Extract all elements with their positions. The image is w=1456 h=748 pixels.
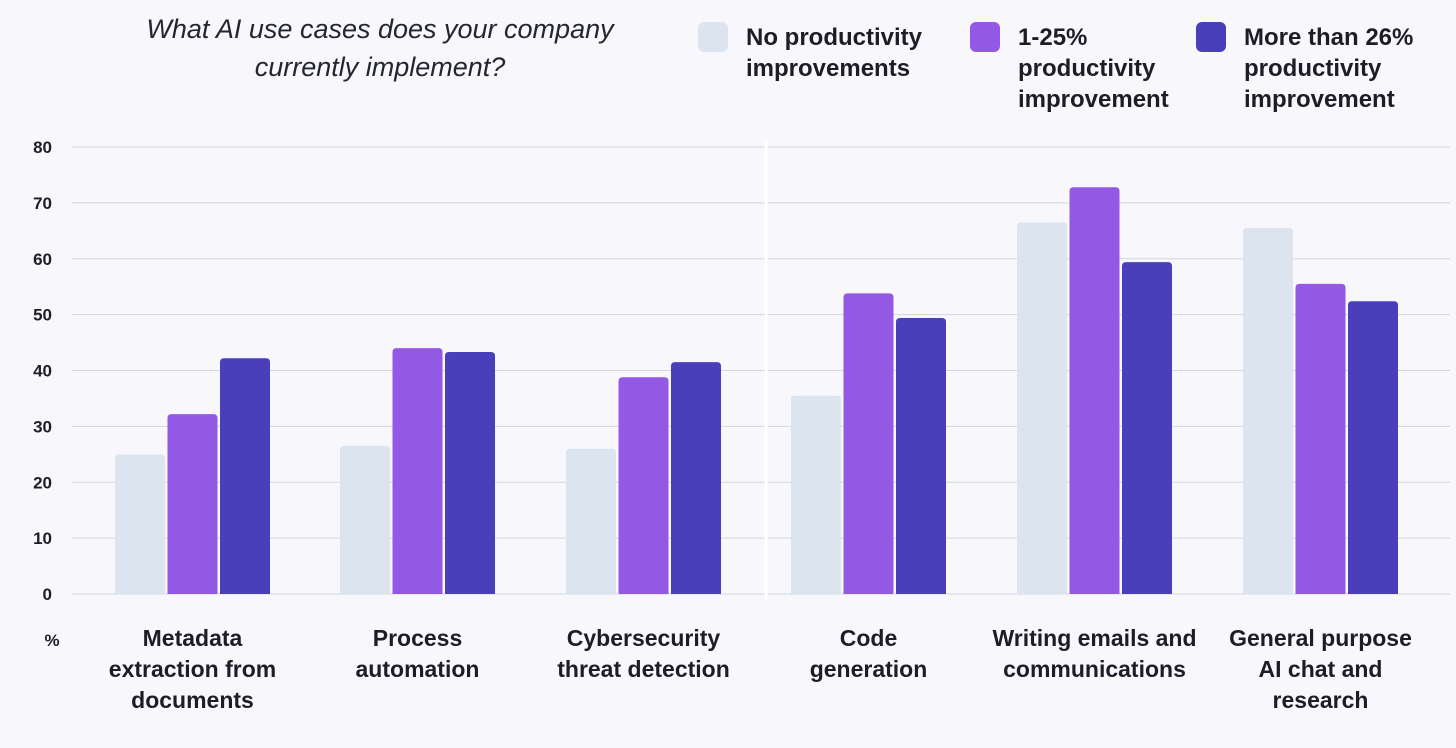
bar — [896, 317, 946, 594]
bar — [843, 293, 894, 594]
bar — [167, 414, 218, 594]
x-category-label-line: automation — [356, 656, 480, 682]
legend-item-over-26-improvement: More than 26% productivity improvement — [1196, 22, 1413, 115]
x-category-label: Code generation — [810, 625, 928, 682]
bar — [340, 445, 390, 594]
x-category-label-line: Code — [840, 625, 898, 651]
x-category-label-line: generation — [810, 656, 928, 682]
x-category-label: Metadata extraction from documents — [109, 625, 276, 713]
x-category-label: General purpose AI chat and research — [1229, 625, 1412, 713]
bar — [445, 352, 495, 594]
bar — [115, 454, 165, 594]
bar — [671, 362, 721, 594]
y-tick-label: 50 — [33, 306, 52, 325]
legend-item-1-25-improvement: 1-25% productivity improvement — [970, 22, 1169, 115]
x-category-label: Writing emails and communications — [992, 625, 1196, 682]
y-tick-label: 60 — [33, 250, 52, 269]
bar — [791, 395, 841, 594]
x-category-label-line: threat detection — [557, 656, 730, 682]
legend-swatch — [970, 22, 1000, 52]
y-tick-label: 10 — [33, 529, 52, 548]
x-category-label-line: Writing emails and — [992, 625, 1196, 651]
x-category-label-line: extraction from — [109, 656, 276, 682]
y-tick-label: 0 — [43, 585, 52, 604]
y-tick-label: 40 — [33, 362, 52, 381]
bar — [1243, 228, 1293, 595]
bar — [1122, 262, 1172, 594]
bar — [566, 448, 616, 594]
bar — [1069, 187, 1120, 595]
legend-swatch — [1196, 22, 1226, 52]
legend-label: 1-25% productivity improvement — [1018, 24, 1169, 113]
x-category-label-line: General purpose — [1229, 625, 1412, 651]
x-category-label: Process automation — [356, 625, 480, 682]
x-category-label-line: documents — [131, 687, 254, 713]
bar — [1017, 222, 1067, 594]
y-axis-label: % — [44, 631, 59, 650]
legend-label: More than 26% productivity improvement — [1244, 24, 1414, 113]
bar — [1348, 301, 1398, 594]
x-category-label-line: Process — [373, 625, 463, 651]
bar — [220, 358, 270, 594]
legend-swatch — [698, 22, 728, 52]
legend-label: No productivity improvements — [746, 24, 923, 82]
x-category-label-line: AI chat and — [1259, 656, 1383, 682]
y-tick-label: 30 — [33, 417, 52, 436]
bar — [618, 377, 669, 594]
bar — [392, 348, 443, 594]
x-category-label: Cybersecurity threat detection — [557, 625, 730, 682]
x-category-label-line: communications — [1003, 656, 1186, 682]
y-tick-label: 20 — [33, 473, 52, 492]
bar — [1295, 283, 1346, 594]
x-category-label-line: Metadata — [143, 625, 243, 651]
x-category-label-line: Cybersecurity — [567, 625, 721, 651]
x-category-label-line: research — [1273, 687, 1369, 713]
y-tick-label: 70 — [33, 194, 52, 213]
chart-title: What AI use cases does your company curr… — [146, 14, 614, 82]
legend-item-no-improvement: No productivity improvements — [698, 22, 922, 84]
y-tick-label: 80 — [33, 138, 52, 157]
